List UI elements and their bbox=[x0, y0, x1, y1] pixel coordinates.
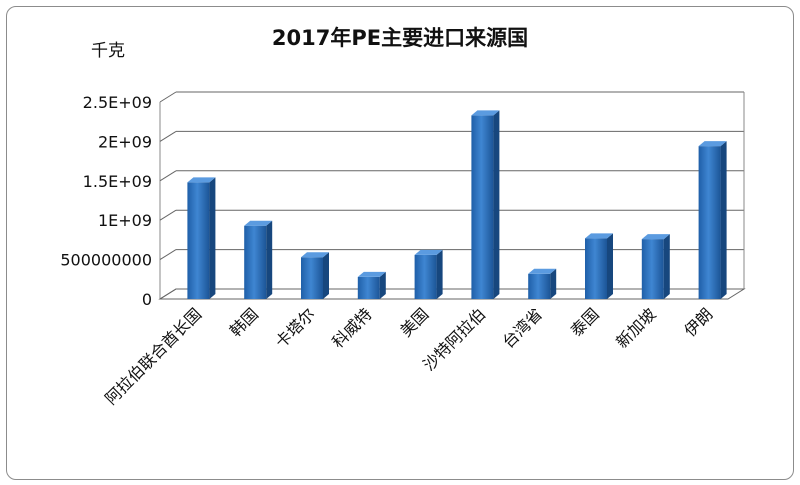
gridline-slant bbox=[159, 209, 177, 221]
bar-side bbox=[663, 234, 670, 299]
bar-front bbox=[187, 182, 210, 299]
y-tick-label: 2E+09 bbox=[98, 132, 152, 151]
y-tick-label: 1E+09 bbox=[98, 211, 152, 230]
x-tick-label: 科威特 bbox=[328, 304, 375, 351]
x-tick-label: 泰国 bbox=[567, 304, 603, 340]
bar bbox=[414, 249, 443, 299]
x-tick-label: 伊朗 bbox=[680, 304, 716, 340]
bar-front bbox=[357, 276, 380, 299]
bar-front bbox=[698, 146, 721, 299]
bar-front bbox=[414, 254, 437, 299]
bar bbox=[187, 177, 216, 299]
x-tick-label: 阿拉伯联合酋长国 bbox=[101, 304, 205, 408]
gridline-slant bbox=[159, 170, 177, 182]
x-tick-label: 美国 bbox=[396, 304, 432, 340]
bar bbox=[698, 141, 727, 299]
bar-top bbox=[301, 252, 329, 258]
bar-top bbox=[528, 268, 557, 274]
bar-side bbox=[323, 252, 329, 299]
bar-side bbox=[493, 110, 500, 300]
bar bbox=[471, 110, 500, 300]
bar-side bbox=[550, 268, 557, 299]
bar-top bbox=[357, 271, 386, 277]
bar-top bbox=[698, 141, 727, 147]
bar bbox=[301, 252, 329, 299]
bar bbox=[528, 268, 557, 299]
bar-side bbox=[436, 249, 443, 299]
bar-top bbox=[414, 249, 443, 255]
y-tick-label: 0 bbox=[142, 290, 152, 309]
bar bbox=[244, 220, 273, 299]
bar-front bbox=[528, 273, 551, 299]
bar bbox=[357, 271, 386, 299]
bar-top bbox=[244, 220, 273, 226]
x-tick-label: 新加坡 bbox=[612, 304, 659, 351]
bar-side bbox=[379, 271, 386, 299]
y-tick-label: 500000000 bbox=[60, 251, 152, 270]
y-tick-label: 1.5E+09 bbox=[83, 172, 152, 191]
chart-title: 2017年PE主要进口来源国 bbox=[272, 26, 528, 50]
bar-side bbox=[266, 220, 273, 299]
bar-side bbox=[209, 177, 216, 299]
bar-front bbox=[471, 115, 494, 299]
bar-front bbox=[585, 238, 607, 299]
bar-top bbox=[641, 234, 670, 240]
y-tick-label: 2.5E+09 bbox=[83, 93, 152, 112]
bar-top bbox=[187, 177, 216, 183]
bar-top bbox=[585, 233, 613, 239]
bar-top bbox=[471, 110, 500, 116]
bar-front bbox=[301, 257, 323, 299]
bar bbox=[641, 234, 670, 299]
x-tick-label: 卡塔尔 bbox=[271, 304, 318, 351]
y-axis-unit-label: 千克 bbox=[91, 41, 125, 61]
gridline-slant bbox=[159, 91, 177, 103]
gridline-slant bbox=[159, 130, 177, 142]
x-tick-label: 韩国 bbox=[226, 304, 262, 340]
bar bbox=[585, 233, 613, 299]
bar-side bbox=[607, 233, 613, 299]
bar-front bbox=[641, 239, 664, 299]
x-tick-label: 沙特阿拉伯 bbox=[419, 304, 489, 374]
x-tick-label: 台湾省 bbox=[499, 304, 546, 351]
gridline-slant bbox=[159, 249, 177, 261]
bar-side bbox=[720, 141, 727, 299]
bar-front bbox=[244, 225, 267, 299]
